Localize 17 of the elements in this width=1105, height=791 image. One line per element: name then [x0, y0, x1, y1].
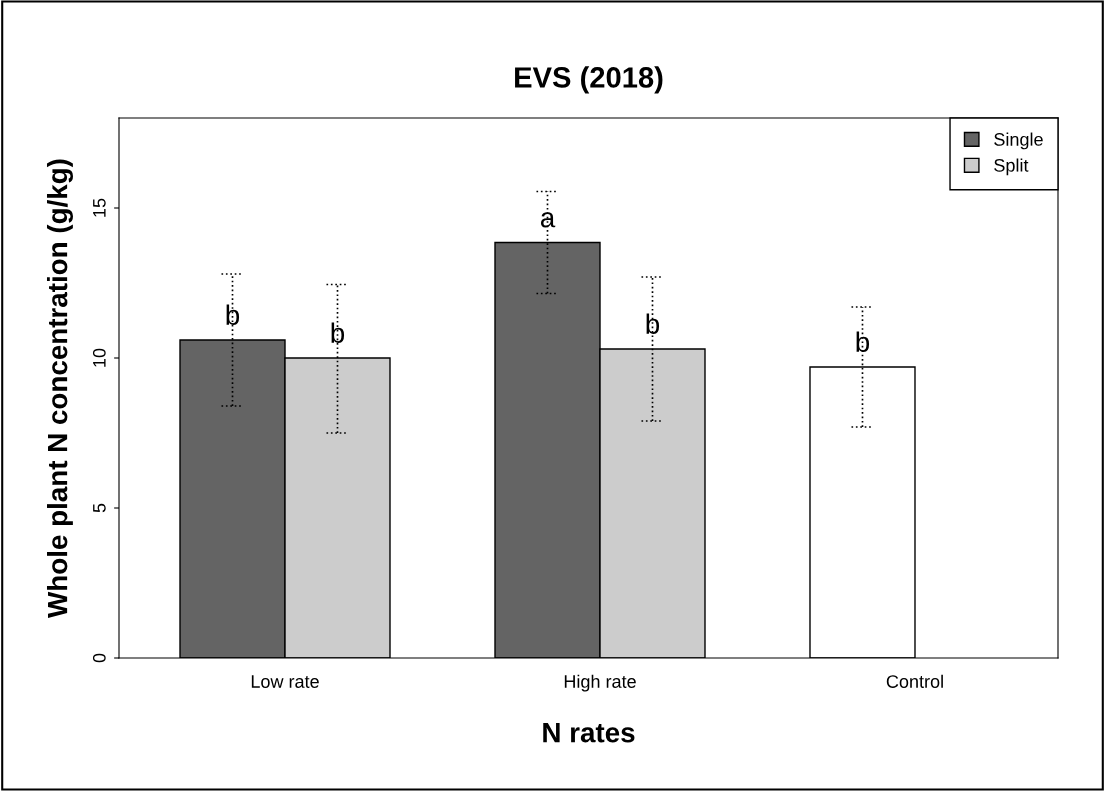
y-tick-label: 0 [92, 653, 106, 663]
legend-label: Single [994, 132, 1043, 150]
x-tick-label: Control [886, 674, 943, 688]
y-tick-label: 5 [93, 503, 106, 513]
chart-title: EVS (2018) [515, 66, 663, 94]
data-label: a [540, 212, 556, 228]
x-axis-title: N rates [543, 723, 635, 743]
data-label: b [331, 322, 345, 343]
data-label: b [856, 331, 870, 352]
data-label: b [646, 313, 660, 334]
x-tick-label: High rate [564, 674, 636, 692]
x-tick-label: Low rate [251, 675, 319, 688]
y-tick-label: 15 [93, 198, 106, 217]
data-label: b [226, 304, 240, 325]
y-tick-label: 10 [92, 348, 106, 367]
legend-label: Split [994, 158, 1029, 176]
y-axis-title: Whole plant N concentration (g/kg) [46, 159, 73, 618]
